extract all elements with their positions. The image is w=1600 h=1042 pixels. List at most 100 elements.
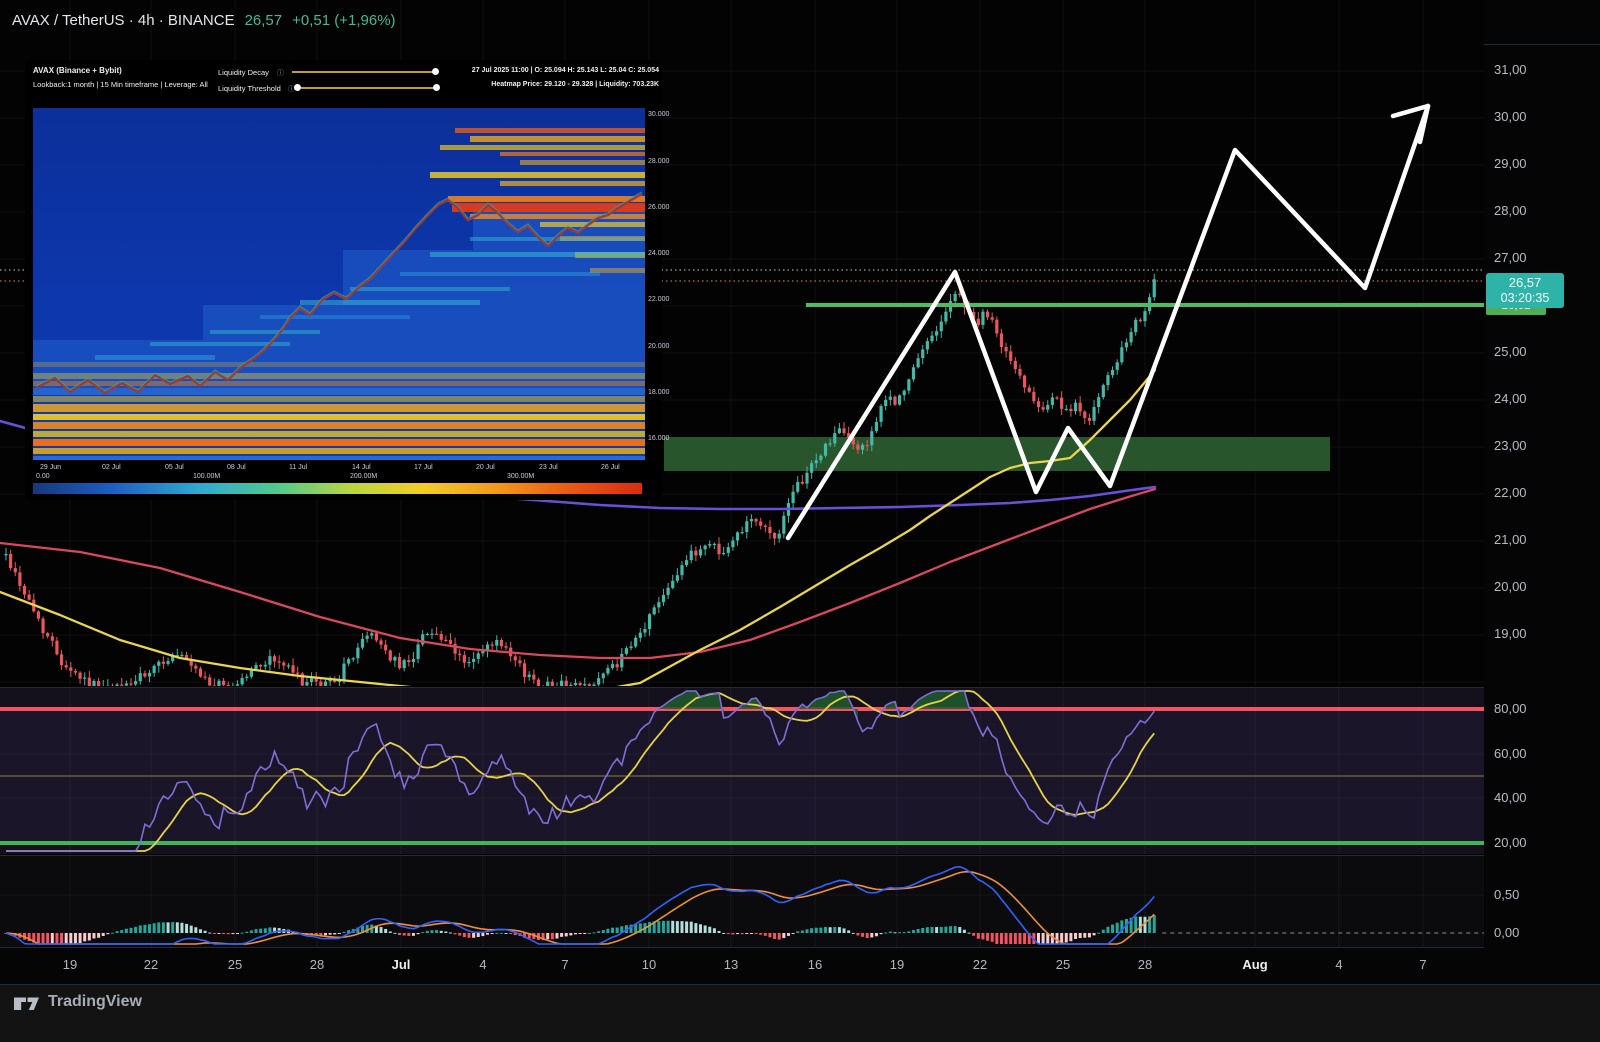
liquidity-band bbox=[260, 315, 410, 319]
inset-scale-label: 100.00M bbox=[193, 473, 221, 480]
liquidity-band bbox=[33, 388, 645, 395]
time-axis-label: 19 bbox=[889, 957, 905, 972]
time-axis-label: 25 bbox=[227, 957, 243, 972]
liquidity-band bbox=[590, 268, 645, 273]
inset-date-label: 08 Jul bbox=[227, 464, 246, 471]
liquidity-band bbox=[470, 214, 645, 219]
inset-price-label: 16.000 bbox=[648, 435, 670, 442]
inset-price-label: 28.000 bbox=[648, 158, 670, 165]
inset-subtitle: Lookback:1 month | 15 Min timeframe | Le… bbox=[33, 80, 208, 89]
liquidity-threshold-handle[interactable] bbox=[433, 84, 440, 91]
liquidity-band bbox=[33, 396, 645, 402]
inset-scale-label: 300.00M bbox=[507, 473, 535, 480]
liquidity-band bbox=[33, 404, 645, 412]
time-axis-label: 4 bbox=[479, 957, 487, 972]
rsi-oversold-band bbox=[0, 841, 1484, 845]
bar-countdown: 03:20:35 bbox=[1500, 290, 1550, 305]
main-chart-canvas[interactable] bbox=[0, 0, 1484, 686]
inset-date-label: 23 Jul bbox=[539, 464, 558, 471]
inset-price-label: 24.000 bbox=[648, 250, 670, 257]
liquidity-band bbox=[455, 128, 645, 133]
pane-separator[interactable] bbox=[0, 855, 1600, 856]
price-axis-label: 19,00 bbox=[1494, 626, 1527, 641]
macd-line bbox=[5, 865, 1155, 945]
liquidity-threshold-slider[interactable] bbox=[301, 87, 437, 89]
zigzag-projection-drawing[interactable] bbox=[785, 103, 1431, 541]
liquidity-band bbox=[33, 362, 645, 367]
price-axis-label: 29,00 bbox=[1494, 156, 1527, 171]
liquidity-threshold-handle-left[interactable] bbox=[294, 84, 301, 91]
liquidity-band bbox=[150, 342, 290, 346]
last-price-label[interactable]: 26,57 03:20:35 bbox=[1486, 273, 1564, 308]
inset-date-label: 14 Jul bbox=[352, 464, 371, 471]
time-axis-label: 16 bbox=[807, 957, 823, 972]
inset-price-label: 26.000 bbox=[648, 204, 670, 211]
price-change-text: +0,51 (+1,96%) bbox=[292, 12, 396, 29]
inset-date-label: 26 Jul bbox=[601, 464, 620, 471]
time-axis-label: 22 bbox=[972, 957, 988, 972]
symbol-title[interactable]: AVAX / TetherUS · 4h · BINANCE bbox=[12, 12, 235, 29]
support-zone[interactable] bbox=[664, 437, 1330, 471]
inset-ohlc-info: 27 Jul 2025 11:00 | O: 25.094 H: 25.143 … bbox=[471, 67, 659, 74]
liquidity-band bbox=[33, 414, 645, 420]
liquidity-decay-handle[interactable] bbox=[432, 68, 439, 75]
liquidity-band bbox=[520, 160, 645, 165]
rsi-pane-canvas[interactable] bbox=[0, 688, 1484, 854]
inset-date-label: 17 Jul bbox=[414, 464, 433, 471]
last-price-value: 26,57 bbox=[1508, 275, 1542, 290]
time-axis-label: 7 bbox=[561, 957, 569, 972]
time-axis-label: Jul bbox=[391, 957, 411, 972]
inset-scale-label: 0.00 bbox=[36, 473, 50, 480]
toolbar-separator bbox=[1484, 44, 1600, 45]
liquidity-band bbox=[33, 373, 645, 379]
inset-heatmap-info: Heatmap Price: 29.120 - 29.328 | Liquidi… bbox=[491, 81, 659, 88]
price-axis-label: 20,00 bbox=[1494, 579, 1527, 594]
price-axis[interactable]: USDT 26,01 26,57 03:20:35 31,0030,0029,0… bbox=[1484, 0, 1600, 984]
liquidity-decay-label: Liquidity Decay bbox=[218, 68, 269, 77]
price-axis-label: 22,00 bbox=[1494, 485, 1527, 500]
price-axis-label: 21,00 bbox=[1494, 532, 1527, 547]
time-axis-label: 28 bbox=[309, 957, 325, 972]
liquidity-band bbox=[560, 236, 645, 241]
price-axis-label: 60,00 bbox=[1494, 746, 1527, 761]
liquidity-decay-slider[interactable] bbox=[292, 71, 437, 73]
info-icon: ⓘ bbox=[277, 70, 284, 77]
pane-separator[interactable] bbox=[0, 687, 1600, 688]
tradingview-brand-link[interactable]: TradingView bbox=[48, 993, 142, 1010]
price-axis-label: 0,50 bbox=[1494, 887, 1520, 902]
liquidity-heatmap-panel[interactable]: AVAX (Binance + Bybit) Lookback:1 month … bbox=[25, 60, 669, 500]
inset-date-label: 05 Jul bbox=[165, 464, 184, 471]
liquidity-band bbox=[470, 237, 645, 241]
liquidity-band bbox=[350, 287, 510, 291]
time-axis-label: 28 bbox=[1137, 957, 1153, 972]
inset-date-label: 20 Jul bbox=[476, 464, 495, 471]
price-axis-label: 27,00 bbox=[1494, 250, 1527, 265]
liquidity-band bbox=[500, 181, 645, 186]
price-axis-label: 40,00 bbox=[1494, 790, 1527, 805]
price-axis-label: 31,00 bbox=[1494, 62, 1527, 77]
price-axis-label: 30,00 bbox=[1494, 109, 1527, 124]
heatmap-price-path bbox=[35, 192, 643, 395]
liquidity-band bbox=[33, 448, 645, 454]
tradingview-logo-icon[interactable] bbox=[13, 994, 40, 1011]
time-axis-label: 7 bbox=[1419, 957, 1427, 972]
liquidity-band bbox=[33, 456, 645, 460]
macd-pane-canvas[interactable] bbox=[0, 856, 1484, 947]
info-icon: ⓘ bbox=[288, 86, 295, 93]
liquidity-band bbox=[210, 330, 320, 334]
liquidity-band bbox=[540, 222, 645, 227]
time-axis-label: 22 bbox=[143, 957, 159, 972]
time-axis[interactable]: 19 22 25 28 Jul 4 7 10 13 16 19 22 25 28 Aug 4 7 bbox=[0, 948, 1484, 984]
liquidity-band bbox=[448, 196, 645, 202]
symbol-legend[interactable]: AVAX / TetherUS · 4h · BINANCE 26,57 +0,51… bbox=[12, 12, 396, 29]
liquidity-band bbox=[33, 439, 645, 446]
time-axis-label: 13 bbox=[723, 957, 739, 972]
rsi-line bbox=[6, 690, 1155, 852]
time-axis-label: 19 bbox=[62, 957, 78, 972]
inset-date-label: 02 Jul bbox=[102, 464, 121, 471]
ema-slow-red[interactable] bbox=[0, 487, 1157, 660]
heatmap-plot[interactable] bbox=[33, 108, 645, 460]
liquidity-band bbox=[430, 172, 645, 178]
time-axis-label: 25 bbox=[1055, 957, 1071, 972]
